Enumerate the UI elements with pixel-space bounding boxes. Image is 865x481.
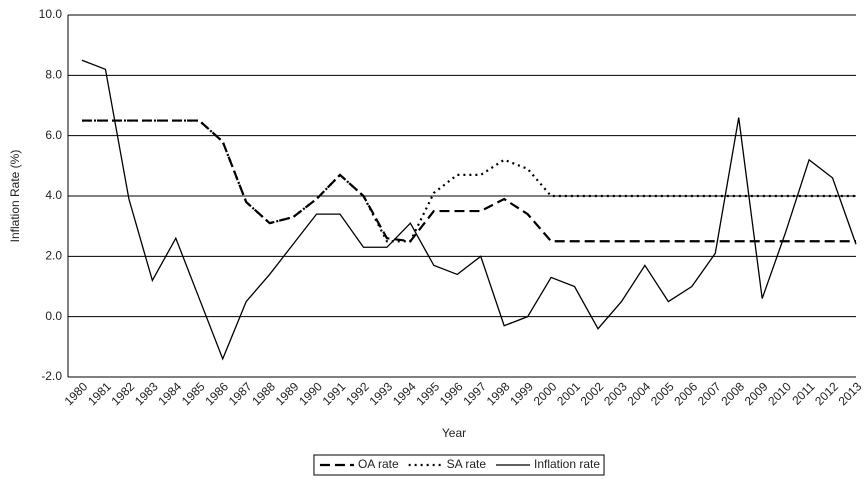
x-tick-label: 1986	[202, 379, 231, 408]
x-tick-label: 1990	[296, 379, 325, 408]
x-tick-label: 2009	[742, 379, 771, 408]
x-tick-label: 2012	[812, 379, 841, 408]
line-series	[82, 119, 856, 243]
x-tick-label: 1987	[226, 379, 255, 408]
y-tick-label: -2.0	[41, 369, 62, 383]
x-tick-label: 1994	[390, 379, 419, 408]
x-tick-label: 1996	[437, 379, 466, 408]
x-tick-label: 2007	[695, 379, 724, 408]
x-tick-label: 2005	[648, 379, 677, 408]
legend: OA rate SA rate Inflation rate	[313, 454, 605, 476]
x-tick-label: 2011	[789, 379, 817, 407]
x-tick-label: 1984	[155, 379, 184, 408]
x-tick-label: 1981	[85, 379, 114, 408]
x-tick-label: 2004	[624, 379, 653, 408]
x-tick-label: 1991	[320, 379, 349, 408]
x-tick-label: 1997	[460, 379, 489, 408]
x-tick-label: 1980	[62, 379, 91, 408]
x-tick-label: 2013	[836, 379, 865, 408]
y-tick-label: 6.0	[45, 128, 62, 142]
x-tick-label: 2002	[578, 379, 607, 408]
x-tick-label: 2001	[554, 379, 583, 408]
line-series	[82, 119, 856, 243]
x-tick-label: 1983	[132, 379, 161, 408]
x-tick-label: 1995	[413, 379, 442, 408]
legend-label: SA rate	[447, 457, 487, 471]
x-tick-label: 1988	[249, 379, 278, 408]
legend-box	[313, 454, 605, 476]
x-tick-label: 2006	[671, 379, 700, 408]
x-tick-label: 2010	[765, 379, 794, 408]
y-tick-label: 8.0	[45, 68, 62, 82]
y-tick-label: 4.0	[45, 188, 62, 202]
x-tick-label: 1992	[343, 379, 372, 408]
x-tick-label: 1999	[507, 379, 536, 408]
y-axis-label: Inflation Rate (%)	[8, 150, 22, 243]
x-axis-label: Year	[442, 426, 466, 440]
line-series	[81, 59, 857, 361]
y-tick-label: 2.0	[45, 249, 62, 263]
x-tick-label: 2008	[718, 379, 747, 408]
y-tick-label: 0.0	[45, 309, 62, 323]
x-tick-label: 2003	[601, 379, 630, 408]
y-tick-label: 10.0	[39, 7, 63, 21]
x-tick-label: 1993	[366, 379, 395, 408]
x-tick-label: 1989	[273, 379, 302, 408]
x-tick-label: 1982	[108, 379, 137, 408]
x-tick-label: 1998	[484, 379, 513, 408]
x-tick-label: 2000	[531, 379, 560, 408]
legend-label: Inflation rate	[534, 457, 600, 471]
legend-label: OA rate	[358, 457, 399, 471]
x-tick-label: 1985	[179, 379, 208, 408]
